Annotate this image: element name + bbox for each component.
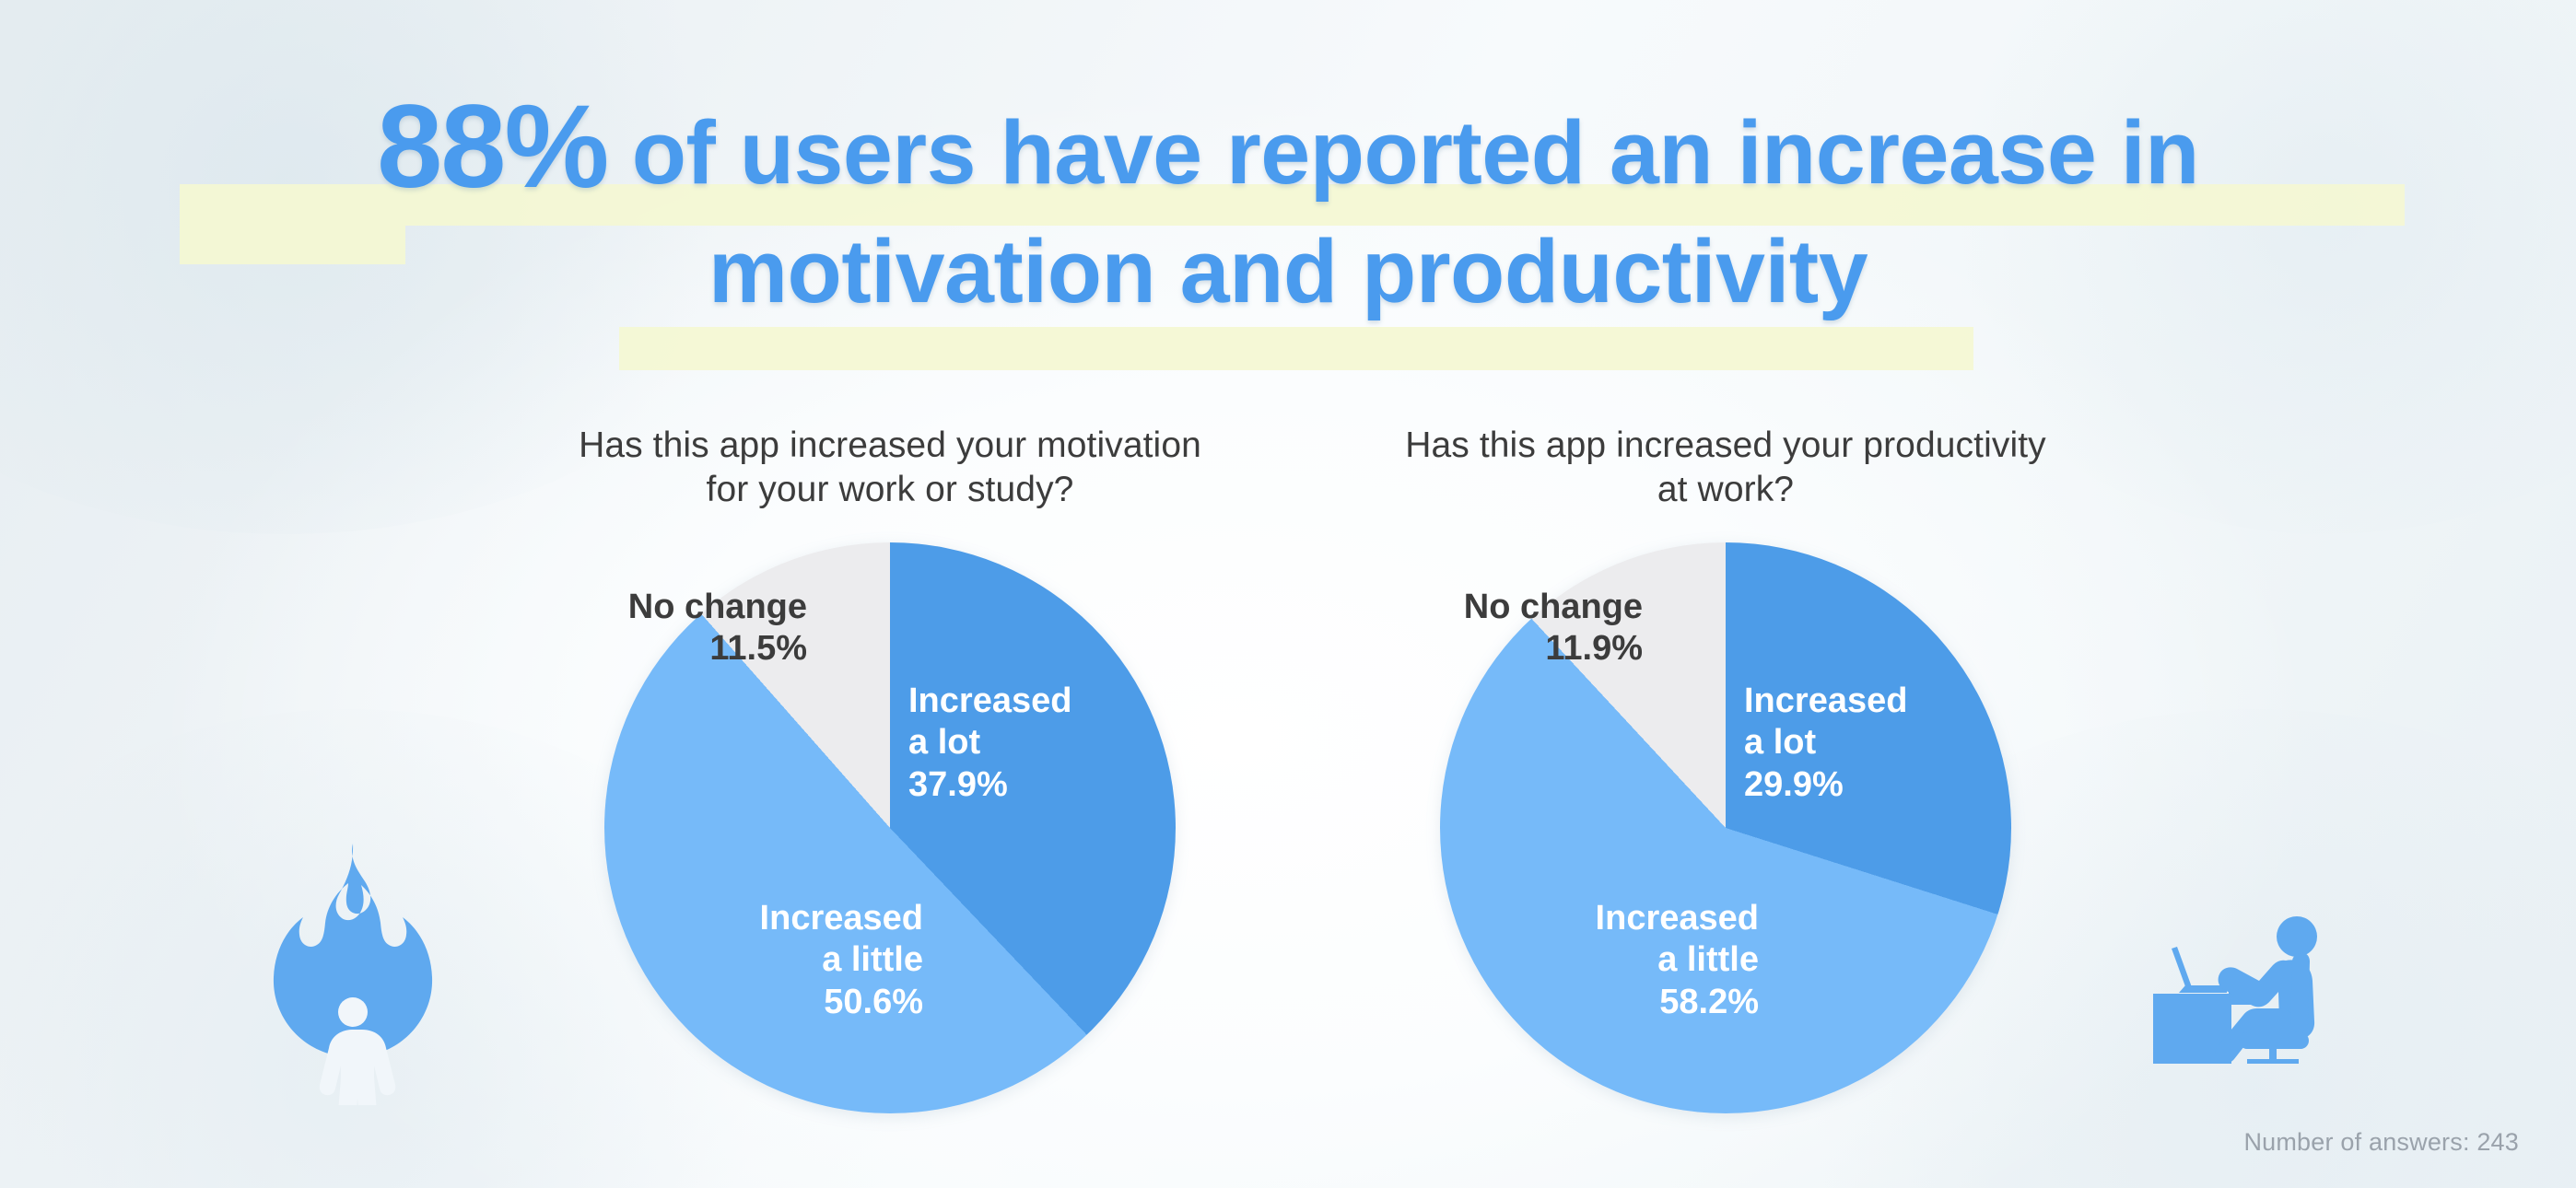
headline-text-line-1: 88% of users have reported an increase i… <box>377 88 2200 206</box>
headline-line-2: motivation and productivity <box>0 227 2576 370</box>
chart-title-line-2: for your work or study? <box>706 469 1074 509</box>
pie-slice-label-no-change: No change 11.9% <box>1463 588 1643 669</box>
highlight-band <box>619 327 1973 370</box>
pie-slice-label-increased-a-lot: Increased a lot 37.9% <box>908 681 1072 804</box>
flame-person-icon <box>270 838 436 1147</box>
pie-slice-label-increased-a-lot: Increased a lot 29.9% <box>1744 681 1908 804</box>
headline-text-line-2: motivation and productivity <box>708 221 1868 321</box>
headline: 88% of users have reported an increase i… <box>0 88 2576 370</box>
pie-slice-label-increased-a-little: Increased a little 58.2% <box>1595 899 1759 1021</box>
highlight-band <box>180 226 405 264</box>
pie-slice-label-increased-a-little: Increased a little 50.6% <box>759 899 923 1021</box>
pie-slice-label-no-change: No change 11.5% <box>627 588 807 669</box>
headline-stat: 88% <box>377 81 609 213</box>
desk-worker-icon <box>2133 898 2345 1065</box>
chart-title-line-2: at work? <box>1657 469 1795 509</box>
chart-title-productivity: Has this app increased your productivity… <box>1311 424 2140 511</box>
headline-rest: of users have reported an increase in <box>607 102 2200 203</box>
chart-title-line-1: Has this app increased your productivity <box>1405 425 2046 465</box>
chart-title-motivation: Has this app increased your motivation f… <box>475 424 1305 511</box>
pie-chart-productivity: Increased a lot 29.9% Increased a little… <box>1440 542 2011 1114</box>
headline-line-1: 88% of users have reported an increase i… <box>0 88 2576 264</box>
chart-title-line-1: Has this app increased your motivation <box>579 425 1201 465</box>
answers-count-footnote: Number of answers: 243 <box>2243 1128 2519 1156</box>
pie-chart-motivation: Increased a lot 37.9% Increased a little… <box>604 542 1176 1114</box>
chart-block-motivation: Has this app increased your motivation f… <box>475 424 1305 1114</box>
chart-block-productivity: Has this app increased your productivity… <box>1311 424 2140 1114</box>
